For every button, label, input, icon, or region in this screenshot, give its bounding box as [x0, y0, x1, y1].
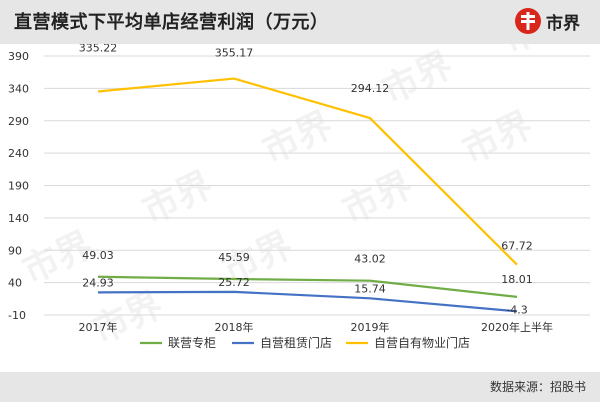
y-tick-label: 340	[8, 82, 29, 95]
y-tick-label: 290	[8, 115, 29, 128]
x-tick-label: 2019年	[351, 320, 390, 334]
watermark-text: 市界	[456, 105, 539, 173]
watermark-text: 市界	[496, 44, 579, 62]
x-tick-label: 2017年	[79, 320, 118, 334]
data-labels: 49.03 45.59 43.02 18.01 24.93 25.72 15.74 -4.3 3…	[79, 44, 533, 316]
series-line-2	[97, 77, 518, 266]
data-label: 43.02	[354, 253, 386, 266]
logo-text: 市界	[546, 13, 580, 34]
y-tick-label: 240	[8, 147, 29, 160]
data-label: 67.72	[501, 240, 533, 253]
series-line-1	[97, 290, 518, 313]
data-label: 24.93	[82, 276, 114, 289]
y-tick-labels: -10 40 90 140 190 240 290 340 390	[8, 50, 29, 322]
brand-logo: 市界	[515, 8, 580, 34]
footer-bar: 数据来源：招股书	[0, 372, 600, 402]
chart-title: 直营模式下平均单店经营利润（万元）	[14, 12, 329, 33]
y-tick-label: 90	[8, 244, 22, 257]
watermark-text: 市界	[336, 165, 419, 233]
title-bar: 直营模式下平均单店经营利润（万元） 市界	[0, 0, 600, 44]
watermark-text: 市界	[136, 165, 219, 233]
shijie-logo-icon	[515, 8, 541, 34]
watermark-text: 市界	[376, 45, 459, 113]
data-label: 45.59	[218, 251, 250, 264]
x-tick-labels: 2017年 2018年 2019年 2020年上半年	[79, 320, 554, 334]
legend-label: 自营自有物业门店	[374, 335, 470, 350]
x-tick-label: 2018年	[215, 320, 254, 334]
data-label: 49.03	[82, 249, 114, 262]
data-label: 25.72	[218, 276, 250, 289]
data-source: 数据来源：招股书	[489, 380, 586, 394]
y-tick-label: -10	[8, 309, 26, 322]
data-label: 18.01	[501, 273, 533, 286]
y-tick-label: 140	[8, 212, 29, 225]
data-label: 15.74	[354, 282, 386, 295]
y-tick-label: 40	[8, 277, 22, 290]
y-tick-label: 390	[8, 50, 29, 63]
series-lines	[97, 77, 518, 313]
data-label: -4.3	[506, 303, 527, 316]
series-line-0	[97, 275, 518, 298]
data-label: 355.17	[215, 47, 254, 60]
legend-label: 联营专柜	[168, 335, 216, 350]
data-label: 335.22	[79, 44, 118, 54]
data-label: 294.12	[351, 82, 390, 95]
legend-label: 自营租赁门店	[260, 335, 332, 350]
legend: 联营专柜 自营租赁门店 自营自有物业门店	[140, 335, 470, 350]
x-tick-label: 2020年上半年	[481, 320, 553, 334]
y-tick-label: 190	[8, 180, 29, 193]
watermark-text: 市界	[256, 105, 339, 173]
